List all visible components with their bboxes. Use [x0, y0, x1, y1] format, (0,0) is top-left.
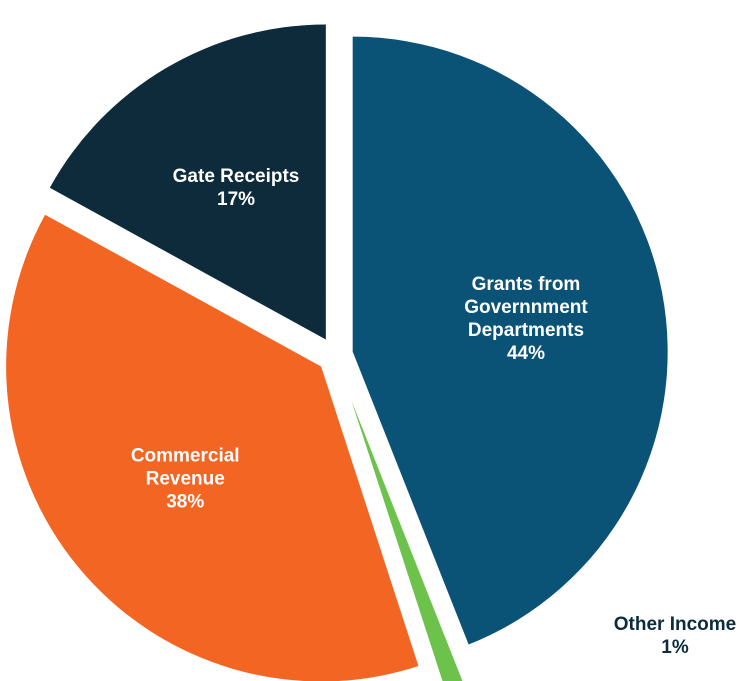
category-name: Commercial Revenue [130, 445, 240, 490]
value-label: 44% [506, 342, 545, 364]
slice-label: Other Income 1% [600, 613, 750, 659]
category-name: Gate Receipts [172, 165, 300, 187]
slice-label: Grants from Governnment Departments 44% [451, 273, 601, 365]
pie-slice [351, 400, 463, 681]
value-label: 1% [661, 637, 689, 658]
category-name: Other Income [613, 614, 737, 635]
value-label: 17% [217, 188, 256, 210]
pie-slice [6, 214, 419, 681]
pie-slice [352, 36, 668, 645]
slice-label: Commercial Revenue 38% [110, 444, 260, 513]
pie-slice [49, 24, 326, 340]
value-label: 38% [166, 491, 205, 513]
slice-label: Gate Receipts 17% [161, 165, 311, 211]
category-name: Grants from Governnment Departments [464, 273, 588, 341]
